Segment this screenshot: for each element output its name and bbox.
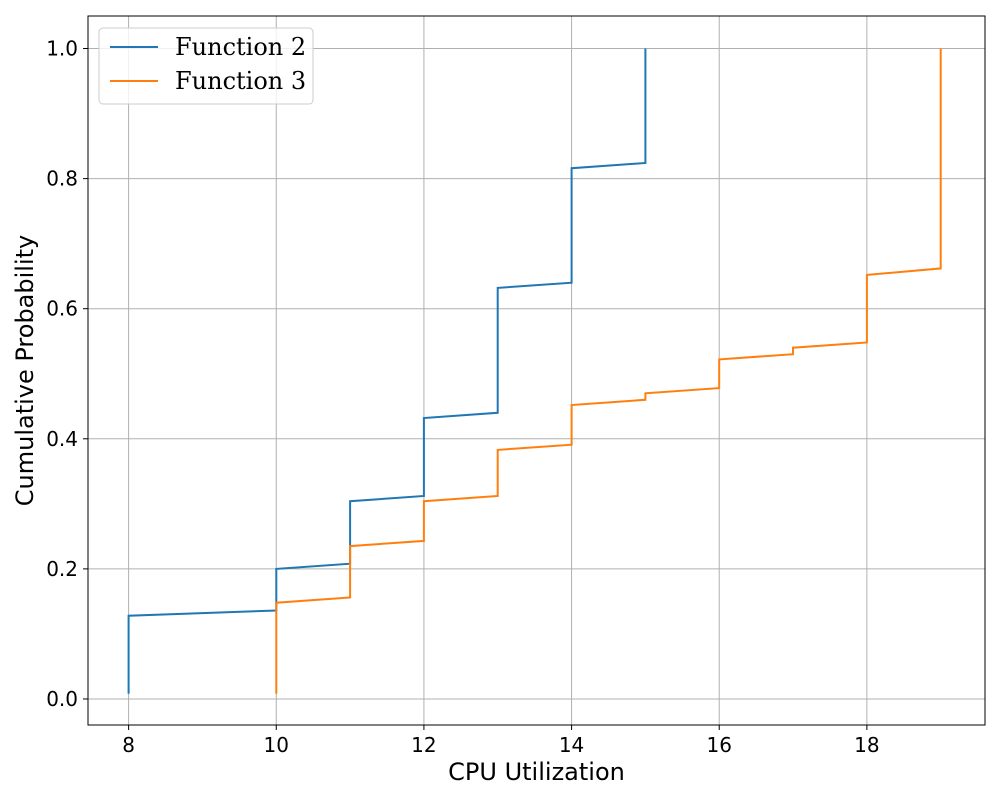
y-tick-label: 0.8 [46, 167, 78, 191]
plot-frame [87, 15, 986, 726]
x-tick-label: 16 [706, 733, 731, 757]
x-tick-label: 18 [854, 733, 879, 757]
y-tick-label: 0.0 [46, 687, 78, 711]
legend: Function 2 Function 3 [98, 27, 314, 105]
y-tick-label: 0.6 [46, 297, 78, 321]
x-tick-label: 12 [411, 733, 436, 757]
y-tick-label: 1.0 [46, 37, 78, 61]
grid-layer [88, 16, 985, 725]
legend-label: Function 2 [175, 33, 306, 61]
y-tick-label: 0.4 [46, 427, 78, 451]
series-line-function-3 [275, 48, 942, 694]
legend-label: Function 3 [175, 67, 306, 95]
x-tick-label: 8 [122, 733, 135, 757]
x-axis-label: CPU Utilization [448, 758, 625, 786]
x-tick-label: 14 [559, 733, 584, 757]
series-line-function-2 [127, 48, 647, 694]
tick-layer: 8 10 12 14 16 18 0.0 0.2 0.4 0.6 0.8 1.0 [46, 37, 879, 757]
series-layer [127, 48, 942, 694]
x-tick-label: 10 [264, 733, 289, 757]
y-tick-label: 0.2 [46, 557, 78, 581]
y-axis-label: Cumulative Probability [11, 235, 39, 506]
